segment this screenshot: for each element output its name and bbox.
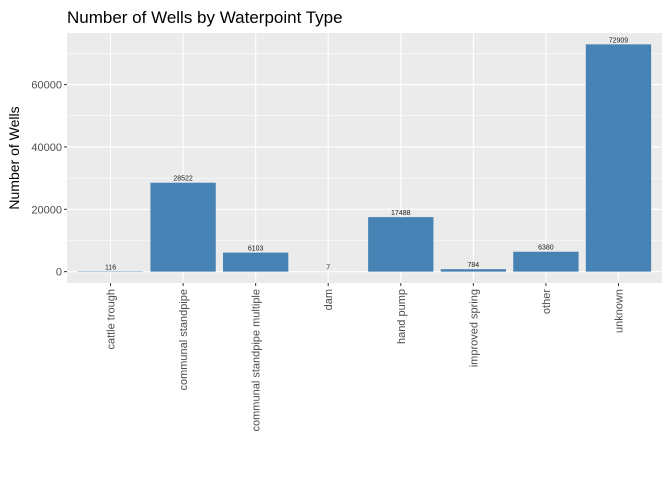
chart-title: Number of Wells by Waterpoint Type bbox=[67, 8, 343, 27]
x-tick-label: improved spring bbox=[468, 289, 480, 367]
y-tick-label: 20000 bbox=[31, 204, 62, 216]
data-label: 72909 bbox=[609, 37, 629, 44]
data-label: 116 bbox=[105, 264, 116, 271]
x-tick-label: dam bbox=[323, 289, 335, 310]
data-label: 784 bbox=[467, 262, 479, 269]
data-label: 6103 bbox=[248, 246, 264, 253]
y-tick-label: 0 bbox=[56, 267, 62, 279]
bar bbox=[150, 182, 216, 272]
bar bbox=[223, 252, 289, 272]
x-tick-label: communal standpipe multiple bbox=[251, 289, 263, 431]
data-label: 7 bbox=[326, 265, 330, 272]
data-labels: 116 28522 6103 7 17488 784 6380 72909 bbox=[105, 37, 628, 271]
y-axis-label: Number of Wells bbox=[6, 106, 22, 209]
data-label: 6380 bbox=[538, 245, 554, 252]
y-axis: 0 20000 40000 60000 bbox=[31, 80, 67, 279]
x-tick-label: unknown bbox=[613, 289, 625, 333]
bar bbox=[513, 251, 579, 272]
data-label: 17488 bbox=[391, 210, 411, 217]
x-tick-label: other bbox=[541, 289, 553, 314]
x-axis: cattle trough communal standpipe communal … bbox=[106, 283, 625, 431]
y-tick-label: 60000 bbox=[31, 80, 62, 92]
bar bbox=[368, 217, 434, 272]
bars bbox=[77, 44, 652, 272]
y-tick-label: 40000 bbox=[31, 142, 62, 154]
x-tick-label: cattle trough bbox=[106, 289, 118, 350]
x-tick-label: communal standpipe bbox=[178, 289, 190, 391]
data-label: 28522 bbox=[173, 176, 193, 183]
bar bbox=[440, 269, 506, 272]
gridlines bbox=[67, 33, 662, 283]
x-tick-label: hand pump bbox=[396, 289, 408, 344]
bar bbox=[585, 44, 652, 272]
